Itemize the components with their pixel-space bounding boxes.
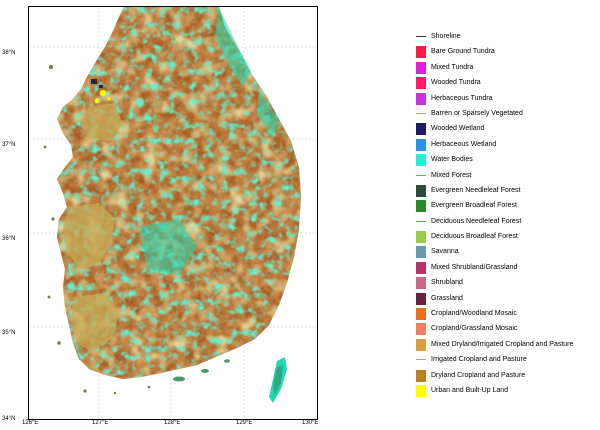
legend-label: Savanna bbox=[431, 248, 459, 256]
legend-color-swatch bbox=[416, 123, 426, 136]
legend-color-swatch bbox=[416, 384, 426, 397]
legend-color-swatch bbox=[416, 246, 426, 259]
x-tick-label: 130°E bbox=[302, 420, 319, 426]
legend-color-swatch bbox=[416, 308, 426, 321]
x-tick-label: 129°E bbox=[236, 420, 253, 426]
y-tick-label: 38°N bbox=[2, 50, 16, 56]
legend-item: Mixed Shrubland/Grassland bbox=[416, 261, 600, 276]
y-tick-label: 34°N bbox=[2, 416, 16, 422]
legend-line-swatch bbox=[416, 220, 426, 222]
legend-item: Urban and Built-Up Land bbox=[416, 384, 600, 399]
legend-color-swatch bbox=[416, 77, 426, 90]
legend-color-swatch bbox=[416, 138, 426, 151]
legend-label: Deciduous Broadleaf Forest bbox=[431, 233, 518, 241]
legend-item: Evergreen Broadleaf Forest bbox=[416, 199, 600, 214]
legend-item: Wooded Wetland bbox=[416, 122, 600, 137]
legend-item: Bare Ground Tundra bbox=[416, 45, 600, 60]
legend-line-swatch bbox=[416, 359, 426, 361]
legend-item: Herbaceous Tundra bbox=[416, 92, 600, 107]
island-tsushima bbox=[269, 357, 287, 403]
legend-label: Mixed Forest bbox=[431, 171, 472, 179]
legend-line-swatch bbox=[416, 36, 426, 37]
legend-label: Shoreline bbox=[431, 33, 461, 40]
legend-item: Cropland/Grassland Mosaic bbox=[416, 322, 600, 337]
x-tick-label: 126°E bbox=[22, 420, 39, 426]
y-tick-label: 37°N bbox=[2, 142, 16, 148]
legend-label: Bare Ground Tundra bbox=[431, 48, 495, 56]
legend-color-swatch bbox=[416, 277, 426, 290]
legend-label: Wooded Tundra bbox=[431, 79, 481, 87]
eastern-forest bbox=[139, 7, 279, 275]
y-tick-label: 35°N bbox=[2, 330, 16, 336]
legend-color-swatch bbox=[416, 292, 426, 305]
map-canvas bbox=[29, 7, 317, 419]
legend-label: Water Bodies bbox=[431, 156, 473, 164]
y-tick-label: 36°N bbox=[2, 236, 16, 242]
legend-item: Irrigated Cropland and Pasture bbox=[416, 353, 600, 368]
legend-color-swatch bbox=[416, 369, 426, 382]
southern-islands bbox=[173, 359, 230, 382]
legend-item: Deciduous Needleleaf Forest bbox=[416, 215, 600, 230]
legend-item: Mixed Tundra bbox=[416, 61, 600, 76]
legend-label: Evergreen Needleleaf Forest bbox=[431, 186, 521, 194]
x-tick-label: 127°E bbox=[92, 420, 109, 426]
legend-item: Shoreline bbox=[416, 30, 600, 45]
legend-label: Grassland bbox=[431, 294, 463, 302]
legend-label: Mixed Shrubland/Grassland bbox=[431, 263, 518, 271]
legend-label: Deciduous Needleleaf Forest bbox=[431, 217, 522, 225]
legend-label: Mixed Dryland/Irrigated Cropland and Pas… bbox=[431, 340, 574, 348]
legend-label: Cropland/Grassland Mosaic bbox=[431, 325, 518, 333]
land-cover-map bbox=[28, 6, 318, 420]
legend-color-swatch bbox=[416, 92, 426, 105]
legend-label: Wooded Wetland bbox=[431, 125, 485, 133]
legend-item: Barren or Sparsely Vegetated bbox=[416, 107, 600, 122]
legend-color-swatch bbox=[416, 323, 426, 336]
legend-item: Wooded Tundra bbox=[416, 76, 600, 91]
western-cropland bbox=[63, 103, 123, 351]
legend-label: Shrubland bbox=[431, 279, 463, 287]
legend-color-swatch bbox=[416, 154, 426, 167]
legend-item: Mixed Forest bbox=[416, 169, 600, 184]
legend-label: Herbaceous Wetland bbox=[431, 140, 497, 148]
legend-item: Shrubland bbox=[416, 276, 600, 291]
map-legend: Shoreline Bare Ground Tundra Mixed Tundra W… bbox=[416, 30, 600, 399]
legend-line-swatch bbox=[416, 174, 426, 176]
legend-color-swatch bbox=[416, 61, 426, 74]
legend-label: Cropland/Woodland Mosaic bbox=[431, 310, 517, 318]
legend-label: Irrigated Cropland and Pasture bbox=[431, 356, 527, 364]
legend-item: Grassland bbox=[416, 292, 600, 307]
legend-label: Dryland Cropland and Pasture bbox=[431, 371, 526, 379]
legend-item: Evergreen Needleleaf Forest bbox=[416, 184, 600, 199]
legend-line-swatch bbox=[416, 112, 426, 114]
legend-label: Herbaceous Tundra bbox=[431, 94, 493, 102]
legend-label: Urban and Built-Up Land bbox=[431, 386, 509, 394]
urban-area bbox=[91, 79, 111, 104]
legend-color-swatch bbox=[416, 184, 426, 197]
legend-label: Barren or Sparsely Vegetated bbox=[431, 109, 523, 117]
legend-item: Dryland Cropland and Pasture bbox=[416, 369, 600, 384]
western-islands bbox=[43, 65, 151, 395]
legend-label: Evergreen Broadleaf Forest bbox=[431, 202, 517, 210]
legend-item: Savanna bbox=[416, 245, 600, 260]
legend-color-swatch bbox=[416, 231, 426, 244]
legend-color-swatch bbox=[416, 261, 426, 274]
legend-item: Cropland/Woodland Mosaic bbox=[416, 307, 600, 322]
legend-item: Deciduous Broadleaf Forest bbox=[416, 230, 600, 245]
legend-color-swatch bbox=[416, 46, 426, 59]
legend-item: Water Bodies bbox=[416, 153, 600, 168]
legend-item: Herbaceous Wetland bbox=[416, 138, 600, 153]
legend-color-swatch bbox=[416, 338, 426, 351]
legend-item: Mixed Dryland/Irrigated Cropland and Pas… bbox=[416, 338, 600, 353]
x-tick-label: 128°E bbox=[164, 420, 181, 426]
peninsula-landmass bbox=[57, 7, 301, 379]
legend-label: Mixed Tundra bbox=[431, 63, 474, 71]
legend-color-swatch bbox=[416, 200, 426, 213]
